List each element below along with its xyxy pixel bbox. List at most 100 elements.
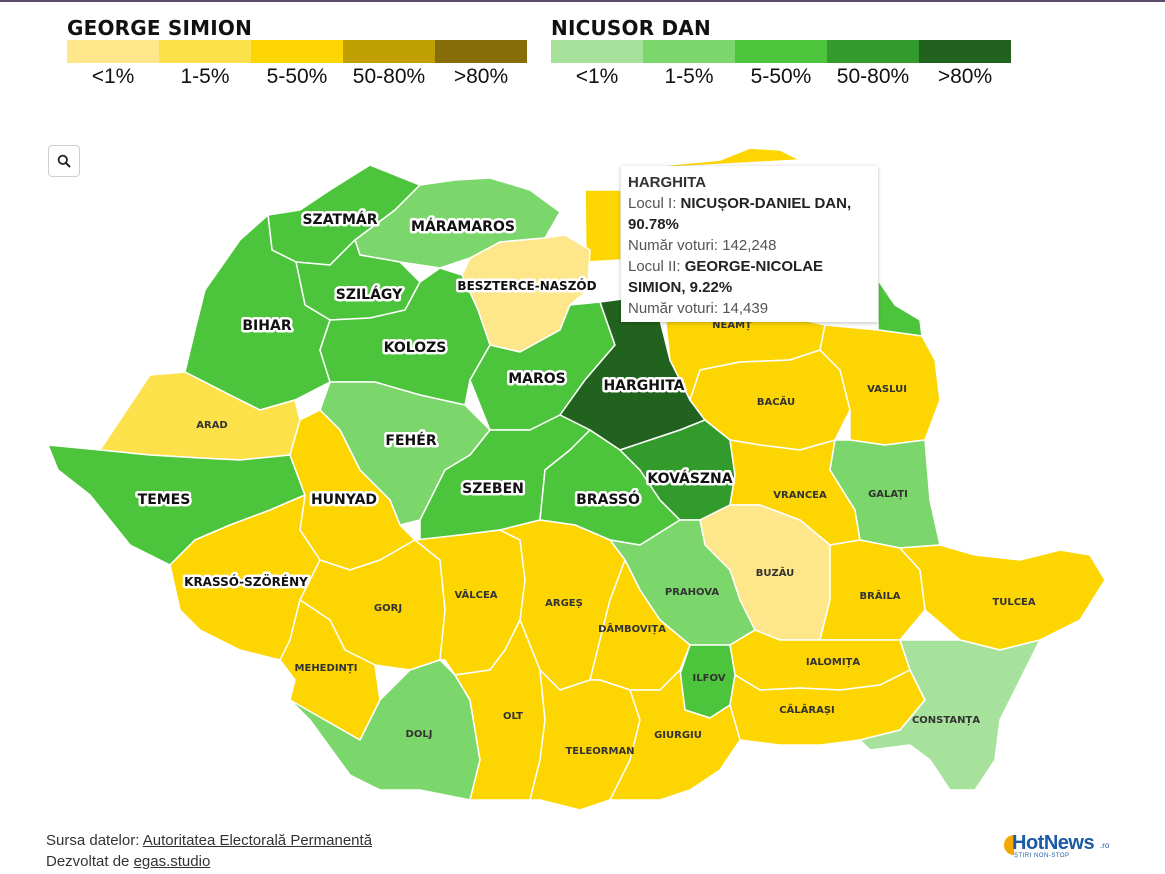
- county-constanta[interactable]: [859, 639, 1041, 791]
- label-cluj: KOLOZS: [384, 340, 447, 356]
- county-botosani-edge[interactable]: [877, 279, 923, 337]
- label-timis: TEMES: [138, 492, 191, 508]
- tooltip-second-line: Locul II: GEORGE-NICOLAE: [628, 256, 871, 277]
- legend-label: >80%: [937, 65, 993, 88]
- label-mures: MAROS: [508, 371, 566, 387]
- legend-labels: <1% 1-5% 5-50% 50-80% >80%: [551, 65, 1011, 89]
- label-giurgiu: GIURGIU: [654, 730, 702, 741]
- legend-swatch: [827, 40, 919, 63]
- legend-swatch: [643, 40, 735, 63]
- tooltip-second-votes: Număr voturi: 14,439: [628, 300, 769, 317]
- developer-line: Dezvoltat de egas.studio: [46, 851, 372, 872]
- label-olt: OLT: [503, 711, 523, 722]
- legend-label: 5-50%: [266, 65, 328, 88]
- label-vaslui: VASLUI: [867, 384, 907, 395]
- legend-swatch: [435, 40, 527, 63]
- label-bistrita-nasaud: BESZTERCE-NASZÓD: [457, 278, 596, 293]
- label-braila: BRĂILA: [860, 589, 901, 602]
- legend-george-simion: GEORGE SIMION <1% 1-5% 5-50% 50-80% >80%: [67, 16, 527, 89]
- label-valcea: VÂLCEA: [454, 588, 497, 601]
- legend-nicusor-dan: NICUSOR DAN <1% 1-5% 5-50% 50-80% >80%: [551, 16, 1011, 89]
- tooltip-second-name-1: GEORGE-NICOLAE: [684, 258, 824, 275]
- legend-label: 1-5%: [664, 65, 714, 88]
- developer-link[interactable]: egas.studio: [133, 853, 211, 870]
- tooltip-first-line: Locul I: NICUȘOR-DANIEL DAN,: [628, 193, 871, 214]
- label-harghita: HARGHITA: [603, 378, 684, 394]
- search-icon: [57, 154, 71, 168]
- label-dolj: DOLJ: [406, 729, 433, 740]
- legend-label: 1-5%: [180, 65, 230, 88]
- label-caras-severin: KRASSÓ-SZÖRÉNY: [184, 574, 308, 589]
- legend-label: <1%: [575, 65, 619, 88]
- source-prefix: Sursa datelor:: [46, 832, 140, 849]
- label-constanta: CONSTANȚA: [912, 715, 980, 726]
- developer-prefix: Dezvoltat de: [46, 853, 130, 870]
- tooltip-first-prefix: Locul I:: [628, 195, 677, 212]
- legend-label: 5-50%: [750, 65, 812, 88]
- label-bacau: BACĂU: [757, 395, 795, 408]
- source-link[interactable]: Autoritatea Electorală Permanentă: [142, 832, 373, 849]
- legend-swatches: [67, 40, 527, 63]
- logo-tagline: ȘTIRI NON-STOP: [1014, 853, 1070, 859]
- tooltip-county: HARGHITA: [628, 174, 707, 191]
- legend-swatch: [343, 40, 435, 63]
- label-covasna: KOVÁSZNA: [647, 470, 732, 487]
- legend-swatches: [551, 40, 1011, 63]
- label-mehedinti: MEHEDINȚI: [295, 663, 358, 674]
- legend-label: >80%: [453, 65, 509, 88]
- tooltip-second-name-2: SIMION, 9.22%: [628, 279, 733, 296]
- legend-labels: <1% 1-5% 5-50% 50-80% >80%: [67, 65, 527, 89]
- logo-word: HotNews: [1012, 832, 1095, 854]
- hotnews-logo[interactable]: HotNews .ro ȘTIRI NON-STOP: [1000, 832, 1112, 860]
- label-bihor: BIHAR: [242, 318, 291, 334]
- label-sibiu: SZEBEN: [462, 481, 524, 497]
- label-tulcea: TULCEA: [992, 597, 1035, 608]
- sun-icon: [1004, 835, 1014, 855]
- legend-label: <1%: [91, 65, 135, 88]
- county-giurgiu[interactable]: [609, 669, 741, 801]
- label-buzau: BUZĂU: [756, 566, 795, 579]
- legend-swatch: [735, 40, 827, 63]
- label-salaj: SZILÁGY: [336, 286, 403, 303]
- legend-swatch: [159, 40, 251, 63]
- search-button[interactable]: [48, 145, 80, 177]
- legend-label: 50-80%: [836, 65, 910, 88]
- label-gorj: GORJ: [374, 603, 402, 614]
- label-maramures: MÁRAMAROS: [411, 218, 515, 235]
- label-ialomita: IALOMIȚA: [806, 657, 860, 668]
- legend-title: NICUSOR DAN: [551, 16, 711, 40]
- logo-tld: .ro: [1100, 841, 1110, 850]
- legend-title: GEORGE SIMION: [67, 16, 253, 40]
- label-calarasi: CĂLĂRAȘI: [779, 703, 835, 716]
- legend-swatch: [919, 40, 1011, 63]
- label-neamt: NEAMȚ: [712, 320, 752, 331]
- label-vrancea: VRANCEA: [773, 490, 827, 501]
- legend-label: 50-80%: [352, 65, 426, 88]
- tooltip-first-votes: Număr voturi: 142,248: [628, 237, 777, 254]
- label-ilfov: ILFOV: [693, 673, 726, 684]
- legend-swatch: [551, 40, 643, 63]
- tooltip-second-prefix: Locul II:: [628, 258, 681, 275]
- label-teleorman: TELEORMAN: [565, 746, 634, 757]
- county-tulcea[interactable]: [899, 544, 1106, 651]
- county-braila[interactable]: [819, 539, 926, 641]
- tooltip-first-pct: 90.78%: [628, 216, 679, 233]
- legend-swatch: [251, 40, 343, 63]
- label-arges: ARGEȘ: [545, 598, 583, 609]
- label-dambovita: DÂMBOVIȚA: [598, 622, 666, 635]
- legend-swatch: [67, 40, 159, 63]
- label-hunedoara: HUNYAD: [311, 492, 377, 508]
- tooltip-first-name: NICUȘOR-DANIEL DAN,: [680, 195, 852, 212]
- top-rule: [0, 0, 1165, 2]
- label-alba: FEHÉR: [385, 432, 436, 449]
- label-brasov: BRASSÓ: [576, 490, 640, 508]
- label-satu-mare: SZATMÁR: [302, 211, 377, 228]
- county-tooltip: HARGHITA Locul I: NICUȘOR-DANIEL DAN, 90…: [621, 166, 878, 322]
- label-galati: GALAȚI: [868, 489, 908, 500]
- footer: Sursa datelor: Autoritatea Electorală Pe…: [46, 830, 372, 872]
- tooltip-second-line-2: SIMION, 9.22%: [628, 277, 871, 298]
- label-prahova: PRAHOVA: [665, 587, 719, 598]
- label-arad: ARAD: [196, 420, 227, 431]
- tooltip-first-pct-line: 90.78%: [628, 214, 871, 235]
